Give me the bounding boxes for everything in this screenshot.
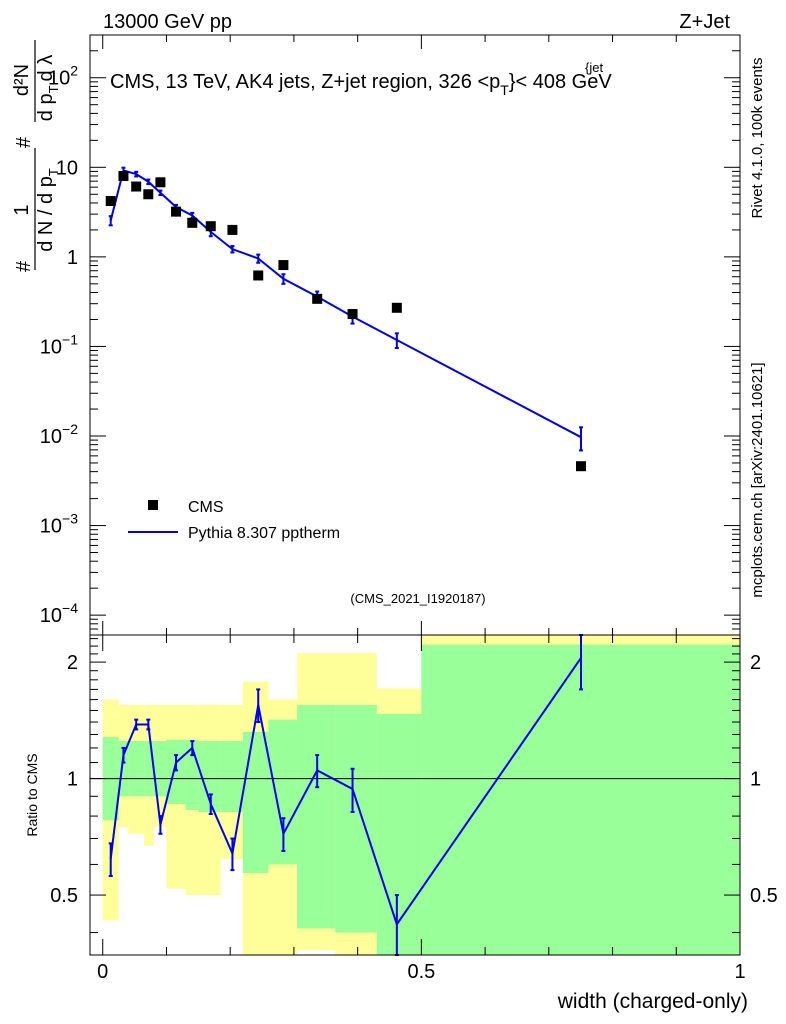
- legend-label-mc: Pythia 8.307 pptherm: [188, 525, 340, 542]
- band-inner: [166, 739, 186, 804]
- data-point: [105, 196, 116, 207]
- main-frame: [89, 34, 741, 636]
- ratio-ytick-label-right: 1: [750, 769, 761, 791]
- data-point: [278, 260, 289, 271]
- rivet-label: Rivet 4.1.0, 100k events: [749, 58, 766, 219]
- band-inner: [376, 713, 422, 955]
- data-point: [312, 293, 323, 304]
- legend-label-cms: CMS: [188, 499, 224, 516]
- main-ytick-label: 102: [48, 63, 78, 90]
- data-point: [576, 461, 587, 472]
- data-point: [143, 189, 154, 200]
- main-ytick-label: 10−1: [40, 331, 78, 358]
- main-ytick-label: 10−3: [40, 511, 78, 538]
- header-left: 13000 GeV pp: [103, 11, 232, 33]
- ratio-xtick-label: 1: [734, 961, 745, 983]
- legend-marker-cms: [148, 500, 158, 510]
- main-title-sup: {jet: [585, 60, 603, 75]
- ratio-panel: 0.5 0.5 1 1 2 2 0 0.5 1 Ratio to CMS width (char…: [24, 634, 778, 1013]
- ratio-xtick-label: 0.5: [407, 961, 435, 983]
- x-axis-label: width (charged-only): [557, 990, 748, 1013]
- mcplots-label: mcplots.cern.ch [arXiv:2401.10621]: [749, 362, 766, 597]
- ratio-ytick-label-right: 0.5: [750, 885, 778, 907]
- band-inner: [297, 704, 336, 929]
- main-ytick-label: 1: [67, 247, 78, 269]
- mc-line: [109, 169, 582, 439]
- data-point: [155, 177, 166, 188]
- svg-text:1: 1: [11, 204, 33, 215]
- data-point: [205, 221, 216, 232]
- svg-text:#: #: [13, 260, 35, 272]
- data-point: [118, 170, 129, 181]
- data-point: [131, 181, 142, 192]
- data-point: [227, 224, 238, 235]
- main-ylabel: # 1 d N / d pT # d²N d pTd λ: [11, 40, 61, 272]
- data-point: [347, 309, 358, 320]
- data-point: [171, 206, 182, 217]
- data-series: [105, 170, 587, 472]
- band-inner: [220, 741, 243, 812]
- main-ytick-label: 10−4: [40, 600, 78, 627]
- band-inner: [153, 741, 167, 797]
- ratio-frame: [89, 634, 741, 956]
- svg-text:#: #: [13, 136, 35, 148]
- ratio-series: [108, 634, 584, 956]
- data-point: [187, 217, 198, 228]
- band-inner: [335, 704, 377, 933]
- ratio-xtick-label: 0: [97, 961, 108, 983]
- ratio-ytick-label: 1: [67, 769, 78, 791]
- band-inner: [198, 741, 221, 812]
- svg-text:d N / d pT: d N / d pT: [35, 168, 61, 252]
- band-inner: [421, 644, 740, 955]
- main-title: CMS, 13 TeV, AK4 jets, Z+jet region, 326…: [110, 71, 612, 98]
- svg-text:d pTd λ: d pTd λ: [35, 55, 61, 121]
- band-inner: [144, 741, 154, 797]
- ratio-ytick-label-right: 2: [750, 652, 761, 674]
- main-ytick-label: 10: [56, 157, 78, 179]
- header-right: Z+Jet: [679, 11, 730, 33]
- ratio-ytick-label: 0.5: [50, 885, 78, 907]
- band-inner: [242, 731, 269, 874]
- legend: CMS Pythia 8.307 pptherm: [128, 499, 340, 542]
- ratio-ytick-label: 2: [67, 652, 78, 674]
- band-inner: [128, 741, 145, 797]
- band-inner: [118, 741, 129, 797]
- data-point: [391, 302, 402, 313]
- main-panel: 102 10 1 10−1 10−2 10−3 10−4 CMS, 13 TeV, AK4 …: [11, 34, 741, 636]
- ratio-ylabel: Ratio to CMS: [24, 753, 40, 836]
- svg-text:d²N: d²N: [11, 64, 33, 96]
- watermark: (CMS_2021_I1920187): [350, 591, 485, 606]
- main-ytick-label: 10−2: [40, 421, 78, 448]
- data-point: [253, 270, 264, 281]
